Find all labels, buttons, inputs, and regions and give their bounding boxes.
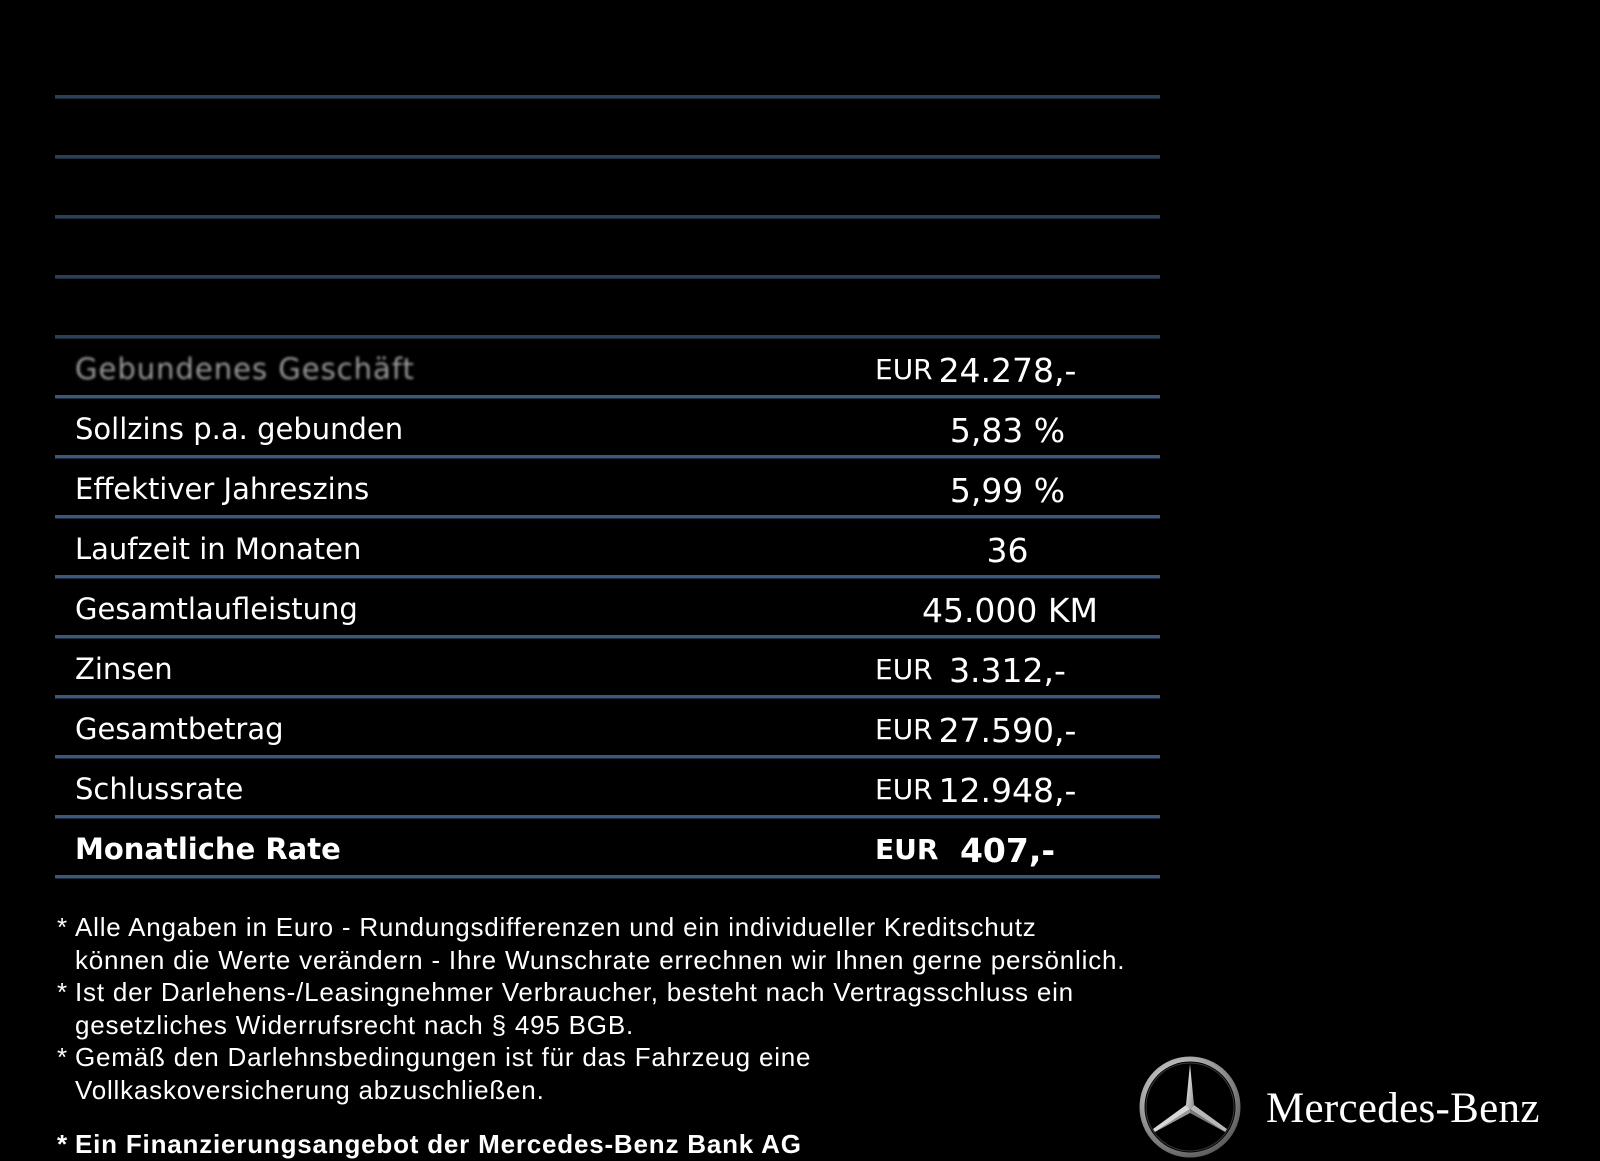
row-currency: EUR xyxy=(875,353,933,386)
footnotes: * Alle Angaben in Euro - Rundungsdiffere… xyxy=(57,911,1177,1161)
footnote-line: Ist der Darlehens-/Leasingnehmer Verbrau… xyxy=(75,977,1074,1007)
row-currency: EUR xyxy=(875,773,933,806)
row-value: 5,83 % xyxy=(949,411,1066,450)
table-row-blank xyxy=(55,278,1160,338)
brand-logo: Mercedes-Benz xyxy=(1138,1055,1578,1160)
row-value: 407,- xyxy=(959,831,1056,870)
row-label: Sollzins p.a. gebunden xyxy=(75,412,404,446)
row-currency: EUR xyxy=(875,653,933,686)
row-value: 3.312,- xyxy=(949,651,1066,690)
table-row-term: Laufzeit in Monaten 36 xyxy=(55,518,1160,578)
row-label: Monatliche Rate xyxy=(75,832,341,866)
brand-wordmark: Mercedes-Benz xyxy=(1266,1085,1540,1132)
footnote-star: * xyxy=(57,977,68,1007)
table-row-effective-rate: Effektiver Jahreszins 5,99 % xyxy=(55,458,1160,518)
table-row-blank xyxy=(55,38,1160,98)
footnote-line: Gemäß den Darlehnsbedingungen ist für da… xyxy=(75,1042,812,1072)
table-row-blank xyxy=(55,218,1160,278)
row-value: 36 xyxy=(986,531,1029,570)
footnote-star: * xyxy=(57,1042,68,1072)
footnote: * Gemäß den Darlehnsbedingungen ist für … xyxy=(57,1041,1177,1106)
table-row-interest: Zinsen EUR 3.312,- xyxy=(55,638,1160,698)
row-currency: EUR xyxy=(875,833,939,866)
mercedes-star-icon xyxy=(1139,1056,1241,1158)
table-row-total: Gesamtbetrag EUR 27.590,- xyxy=(55,698,1160,758)
footnote-line: Vollkaskoversicherung abzuschließen. xyxy=(75,1074,545,1105)
footnote-star: * xyxy=(57,912,68,942)
table-row-interest-rate: Sollzins p.a. gebunden 5,83 % xyxy=(55,398,1160,458)
row-label: Gesamtbetrag xyxy=(75,712,284,746)
footnote-line: Alle Angaben in Euro - Rundungsdifferenz… xyxy=(75,912,1037,942)
row-value: 24.278,- xyxy=(938,351,1077,390)
footnote-line: können die Werte verändern - Ihre Wunsch… xyxy=(75,944,1126,975)
row-label: Zinsen xyxy=(75,652,173,686)
finance-table: Gebundenes Geschäft EUR 24.278,- Sollzin… xyxy=(55,38,1160,878)
footnote-star: * xyxy=(57,1129,68,1159)
row-value: 27.590,- xyxy=(938,711,1077,750)
row-label: Laufzeit in Monaten xyxy=(75,532,362,566)
footnote-offer: * Ein Finanzierungsangebot der Mercedes-… xyxy=(57,1128,1177,1161)
row-value: 12.948,- xyxy=(938,771,1077,810)
table-row-mileage: Gesamtlaufleistung 45.000 KM xyxy=(55,578,1160,638)
table-row-financed-amount: Gebundenes Geschäft EUR 24.278,- xyxy=(55,338,1160,398)
table-row-blank xyxy=(55,98,1160,158)
footnote: * Ist der Darlehens-/Leasingnehmer Verbr… xyxy=(57,976,1177,1041)
table-row-final-payment: Schlussrate EUR 12.948,- xyxy=(55,758,1160,818)
row-label: Schlussrate xyxy=(75,772,244,806)
footnote-line: Ein Finanzierungsangebot der Mercedes-Be… xyxy=(75,1129,802,1159)
footnote: * Alle Angaben in Euro - Rundungsdiffere… xyxy=(57,911,1177,976)
table-row-monthly-rate: Monatliche Rate EUR 407,- xyxy=(55,818,1160,878)
footnote-line: gesetzliches Widerrufsrecht nach § 495 B… xyxy=(75,1009,634,1040)
row-label: Gesamtlaufleistung xyxy=(75,592,358,626)
table-row-blank xyxy=(55,158,1160,218)
row-label: Gebundenes Geschäft xyxy=(75,352,415,386)
row-currency: EUR xyxy=(875,713,933,746)
row-value: 5,99 % xyxy=(949,471,1066,510)
row-value: 45.000 KM xyxy=(921,591,1099,630)
row-label: Effektiver Jahreszins xyxy=(75,472,370,506)
